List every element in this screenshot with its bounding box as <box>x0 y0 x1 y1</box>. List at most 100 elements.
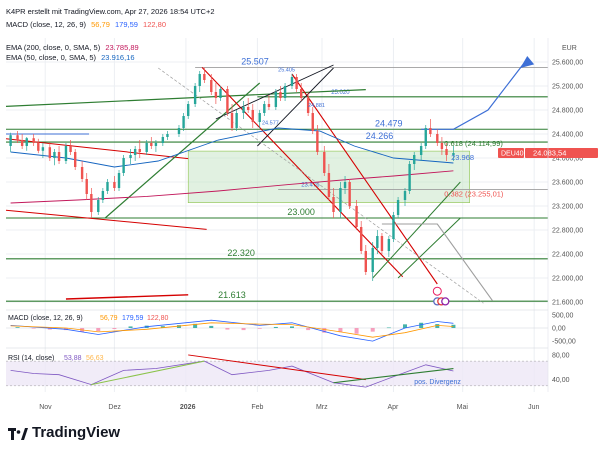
currency-label: EUR <box>562 45 577 52</box>
candle-body <box>230 113 234 128</box>
rsi-divergence-label: pos. Divergenz <box>414 379 461 386</box>
macd-histogram-bar <box>193 323 198 328</box>
bullish-arrowhead <box>520 56 535 68</box>
macd-histogram-bar <box>273 326 278 328</box>
candle-body <box>242 107 245 113</box>
level-label-23476: 23.476 <box>301 182 320 188</box>
candle-body <box>166 134 169 137</box>
y-tick-label: 22.400,00 <box>552 252 583 259</box>
candle-body <box>64 146 68 161</box>
macd-histogram-bar <box>176 325 181 328</box>
candle-body <box>90 194 93 212</box>
tradingview-brand[interactable]: TradingView <box>8 424 120 441</box>
trendline-9 <box>257 67 334 147</box>
tradingview-logo-icon <box>8 428 28 440</box>
macd-histogram-bar <box>96 328 101 332</box>
candle-body <box>48 147 52 158</box>
event-marker-icon <box>441 297 450 306</box>
rsi-y-tick-label: 80,00 <box>552 352 570 359</box>
x-tick-label: Nov <box>39 404 52 411</box>
candle-body <box>306 98 310 113</box>
candle-body <box>85 179 88 194</box>
candle-body <box>187 104 190 116</box>
last-price-label: 24.083,54 <box>533 148 566 157</box>
candle-body <box>283 86 287 98</box>
y-tick-label: 23.200,00 <box>552 204 583 211</box>
candle-body <box>348 182 351 206</box>
trendline-5 <box>291 73 438 285</box>
candle-body <box>193 86 197 104</box>
rsi-band <box>6 361 548 386</box>
ema50-legend-label: EMA (50, close, 0, SMA, 5) <box>6 53 97 62</box>
red-short-segment <box>65 294 189 300</box>
macd-y-tick-label: -500,00 <box>552 339 576 346</box>
level-label-24479: 24.479 <box>375 118 403 128</box>
candle-body <box>376 236 379 248</box>
macd-histogram-bar <box>209 325 214 328</box>
candle-body <box>97 200 100 212</box>
trendline-2 <box>5 209 207 230</box>
candle-body <box>258 113 261 122</box>
candle-body <box>403 191 407 200</box>
candle-body <box>436 134 439 143</box>
rsi-y-tick-label: 40,00 <box>552 377 570 384</box>
candle-body <box>210 80 213 92</box>
rsi-trendline-2 <box>188 354 366 381</box>
candle-body <box>424 128 427 146</box>
last-price-tag <box>525 147 598 158</box>
macd-histogram-bar <box>47 328 52 330</box>
macd-histogram-bar <box>31 328 36 329</box>
candle-body <box>392 215 395 239</box>
candle-body <box>327 173 331 197</box>
ema200-legend: EMA (200, close, 0, SMA, 5) 23.785,89 <box>6 43 139 52</box>
candle-body <box>145 143 148 152</box>
y-tick-label: 23.600,00 <box>552 180 583 187</box>
candle-body <box>311 113 314 131</box>
candle-body <box>69 146 72 152</box>
macd-y-tick-label: 0,00 <box>552 326 566 333</box>
macd-histogram-bar <box>435 324 440 328</box>
candle-body <box>20 140 24 146</box>
candle-body <box>122 158 125 173</box>
candle-body <box>300 89 303 98</box>
candle-body <box>16 135 19 140</box>
caption-text: K4PR erstellt mit TradingView.com, Apr 2… <box>6 7 215 16</box>
candle-body <box>323 152 326 173</box>
candle-body <box>419 146 423 155</box>
trendline-3 <box>104 82 261 219</box>
y-tick-label: 22.000,00 <box>552 276 583 283</box>
macd-histogram-bar <box>306 328 311 331</box>
macd-histogram-bar <box>15 327 20 328</box>
candle-body <box>396 200 400 215</box>
level-label-21613: 21.613 <box>218 290 246 300</box>
instrument-tag <box>498 147 524 158</box>
candle-body <box>316 131 319 152</box>
candle-body <box>429 128 432 134</box>
macd-legend-v2: 179,59 <box>115 20 138 29</box>
candle-body <box>440 143 444 149</box>
rsi-trendline-1 <box>91 360 205 386</box>
brand-name: TradingView <box>32 424 121 441</box>
candle-body <box>452 152 455 155</box>
macd-legend-label: MACD (close, 12, 26, 9) <box>6 20 87 29</box>
macd-panel-v3: 122,80 <box>147 315 169 322</box>
macd-histogram-bar <box>403 324 408 328</box>
macd-histogram-bar <box>338 328 343 333</box>
candle-body <box>133 149 137 155</box>
candle-body <box>343 182 347 188</box>
x-tick-label: Jun <box>528 404 539 411</box>
annotation-label: 25.405 <box>278 68 295 74</box>
level-label-24266: 24.266 <box>366 131 394 141</box>
candle-body <box>150 143 153 146</box>
candle-body <box>246 107 250 110</box>
bearish-projection-path <box>381 223 494 302</box>
candle-body <box>355 206 358 227</box>
rsi-divergence-line <box>333 367 454 384</box>
dashed-projection <box>158 67 484 304</box>
rsi-line <box>10 360 454 388</box>
macd-histogram-bar <box>354 328 359 334</box>
candle-body <box>235 113 238 128</box>
x-tick-label: 2026 <box>180 404 196 411</box>
